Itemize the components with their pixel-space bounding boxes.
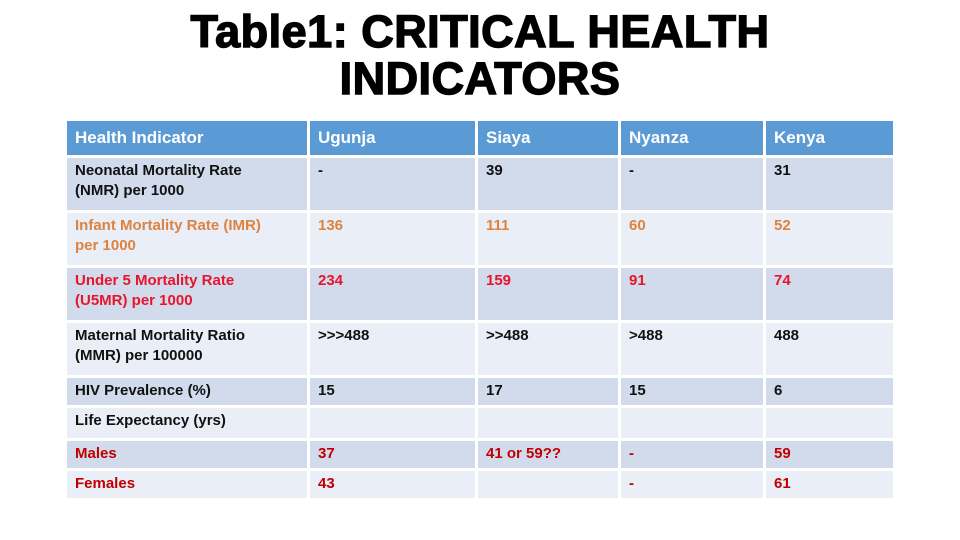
cell-value: 234 (307, 265, 478, 323)
cell-value: 59 (763, 438, 896, 471)
cell-value: 31 (763, 155, 896, 213)
column-header-nyanza: Nyanza (618, 118, 766, 158)
cell-value: 136 (307, 210, 478, 268)
table-row-maternal-mortality: Maternal Mortality Ratio (MMR) per 10000… (64, 320, 896, 378)
cell-value: 111 (475, 210, 621, 268)
cell-value: 61 (763, 468, 896, 501)
cell-value: 74 (763, 265, 896, 323)
row-label: Maternal Mortality Ratio (MMR) per 10000… (64, 320, 310, 378)
row-label: Infant Mortality Rate (IMR) per 1000 (64, 210, 310, 268)
health-indicators-table: Health Indicator Ugunja Siaya Nyanza Ken… (64, 118, 896, 501)
cell-value: >>>488 (307, 320, 478, 378)
page-title: Table1: CRITICAL HEALTH INDICATORS (0, 6, 960, 104)
cell-value: 41 or 59?? (475, 438, 621, 471)
cell-value: 37 (307, 438, 478, 471)
column-header-kenya: Kenya (763, 118, 896, 158)
cell-value: 488 (763, 320, 896, 378)
table-header: Health Indicator Ugunja Siaya Nyanza Ken… (64, 118, 896, 158)
row-label: Males (64, 438, 310, 471)
table-row-males: Males 37 41 or 59?? - 59 (64, 438, 896, 471)
cell-value: >>488 (475, 320, 621, 378)
column-header-ugunja: Ugunja (307, 118, 478, 158)
table-body: Neonatal Mortality Rate (NMR) per 1000 -… (64, 155, 896, 501)
cell-value: >488 (618, 320, 766, 378)
cell-value: 15 (307, 375, 478, 408)
cell-value: 15 (618, 375, 766, 408)
cell-value (307, 405, 478, 441)
table-row-hiv-prevalence: HIV Prevalence (%) 15 17 15 6 (64, 375, 896, 408)
cell-value (475, 468, 621, 501)
cell-value: 60 (618, 210, 766, 268)
cell-value (475, 405, 621, 441)
cell-value: 39 (475, 155, 621, 213)
cell-value: 6 (763, 375, 896, 408)
page-title-line2: INDICATORS (339, 53, 621, 104)
column-header-health-indicator: Health Indicator (64, 118, 310, 158)
cell-value: - (618, 468, 766, 501)
cell-value (618, 405, 766, 441)
cell-value: 17 (475, 375, 621, 408)
cell-value: 43 (307, 468, 478, 501)
cell-value (763, 405, 896, 441)
table-row-infant-mortality: Infant Mortality Rate (IMR) per 1000 136… (64, 210, 896, 268)
cell-value: 159 (475, 265, 621, 323)
row-label: HIV Prevalence (%) (64, 375, 310, 408)
column-header-siaya: Siaya (475, 118, 621, 158)
row-label: Under 5 Mortality Rate (U5MR) per 1000 (64, 265, 310, 323)
table-row-under5-mortality: Under 5 Mortality Rate (U5MR) per 1000 2… (64, 265, 896, 323)
page-title-line1: Table1: CRITICAL HEALTH (190, 6, 770, 57)
cell-value: - (307, 155, 478, 213)
table-row-females: Females 43 - 61 (64, 468, 896, 501)
cell-value: - (618, 155, 766, 213)
row-label: Life Expectancy (yrs) (64, 405, 310, 441)
row-label: Females (64, 468, 310, 501)
cell-value: - (618, 438, 766, 471)
row-label: Neonatal Mortality Rate (NMR) per 1000 (64, 155, 310, 213)
header-row: Health Indicator Ugunja Siaya Nyanza Ken… (64, 118, 896, 158)
table-row-life-expectancy: Life Expectancy (yrs) (64, 405, 896, 441)
table-row-neonatal-mortality: Neonatal Mortality Rate (NMR) per 1000 -… (64, 155, 896, 213)
cell-value: 91 (618, 265, 766, 323)
cell-value: 52 (763, 210, 896, 268)
